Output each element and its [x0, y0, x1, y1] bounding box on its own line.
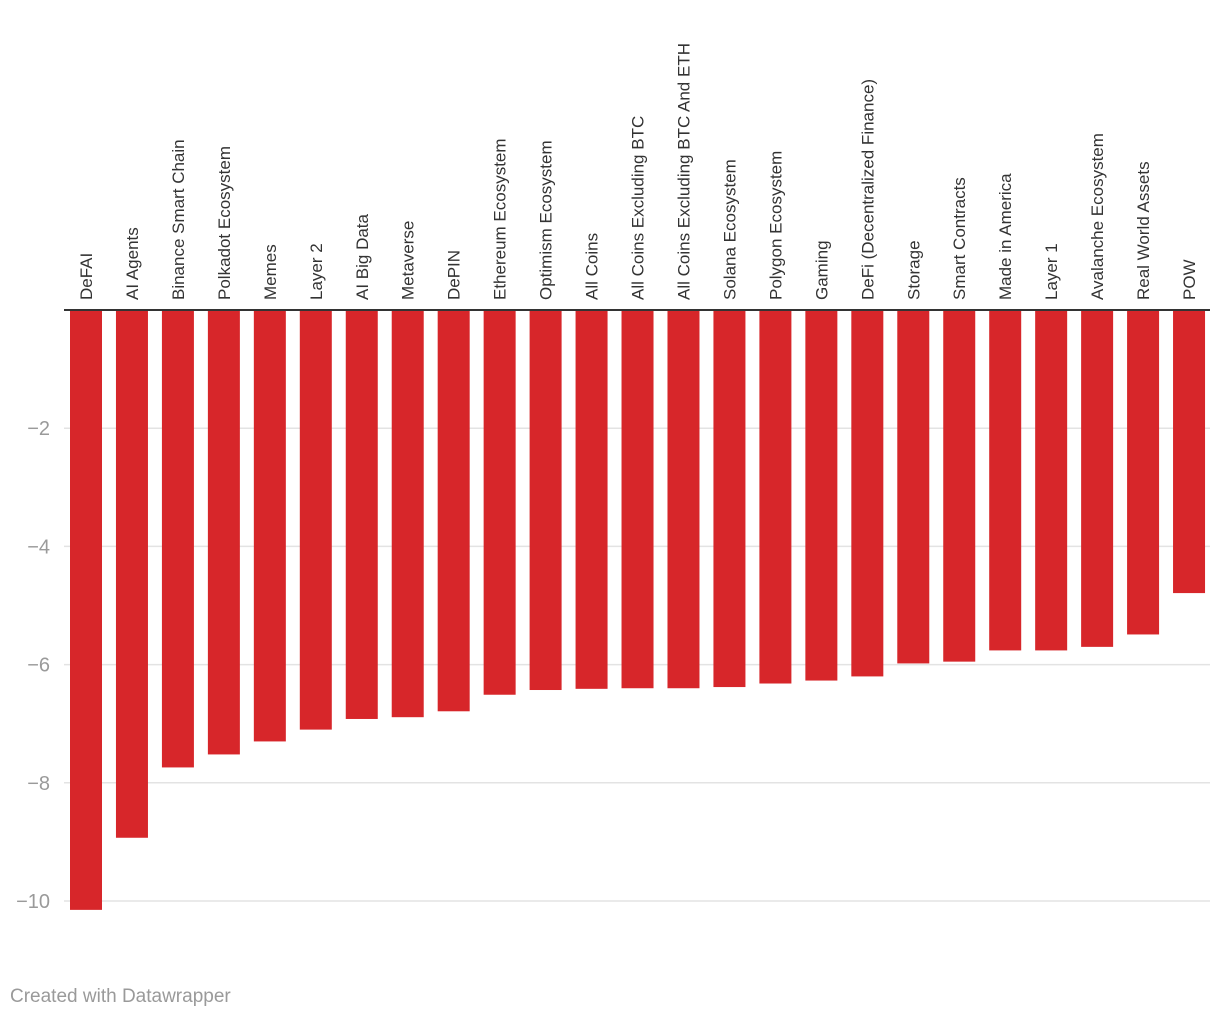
- bar: [667, 310, 700, 689]
- category-label: Polygon Ecosystem: [766, 151, 785, 300]
- category-label: All Coins Excluding BTC: [629, 116, 648, 300]
- y-tick-label: −10: [16, 891, 50, 913]
- category-label: All Coins Excluding BTC And ETH: [674, 43, 693, 300]
- category-labels: DeFAI AI Agents Binance Smart Chain Polkado…: [77, 43, 1199, 300]
- bar: [897, 310, 930, 664]
- category-label: Gaming: [812, 240, 831, 300]
- category-label: DeFi (Decentralized Finance): [858, 79, 877, 300]
- bar: [989, 310, 1022, 651]
- bars: [70, 310, 1206, 910]
- category-label: POW: [1180, 259, 1199, 300]
- y-axis-ticks: −2 −4 −6 −8 −10: [16, 418, 50, 913]
- bar: [1081, 310, 1114, 647]
- bar: [483, 310, 516, 695]
- bar: [437, 310, 470, 712]
- category-label: Layer 1: [1042, 243, 1061, 300]
- bar: [575, 310, 608, 689]
- category-label: Memes: [261, 244, 280, 300]
- bar: [621, 310, 654, 689]
- category-label: AI Agents: [123, 227, 142, 300]
- bar: [851, 310, 884, 677]
- category-label: Polkadot Ecosystem: [215, 146, 234, 300]
- bar: [759, 310, 792, 684]
- category-label: Binance Smart Chain: [169, 139, 188, 300]
- bar: [161, 310, 194, 768]
- bar: [943, 310, 976, 662]
- bar: [1127, 310, 1160, 635]
- category-label: Ethereum Ecosystem: [491, 138, 510, 300]
- category-label: All Coins: [583, 233, 602, 300]
- bar: [345, 310, 378, 719]
- bar: [253, 310, 286, 742]
- bar: [299, 310, 332, 730]
- category-label: DePIN: [445, 250, 464, 300]
- bar: [1035, 310, 1068, 651]
- y-tick-label: −4: [27, 536, 50, 558]
- bar: [1173, 310, 1206, 594]
- bar: [391, 310, 424, 718]
- category-label: DeFAI: [77, 253, 96, 300]
- category-label: Storage: [904, 240, 923, 300]
- category-label: Made in America: [996, 173, 1015, 300]
- bar: [529, 310, 562, 691]
- y-tick-label: −8: [27, 773, 50, 795]
- bar: [70, 310, 102, 910]
- category-label: Smart Contracts: [950, 177, 969, 300]
- bar: [805, 310, 838, 681]
- category-label: Metaverse: [399, 221, 418, 300]
- bar: [115, 310, 148, 838]
- y-tick-label: −2: [27, 418, 50, 440]
- category-label: AI Big Data: [353, 213, 372, 300]
- bar: [713, 310, 746, 688]
- category-label: Optimism Ecosystem: [537, 140, 556, 300]
- y-tick-label: −6: [27, 655, 50, 677]
- category-label: Solana Ecosystem: [720, 159, 739, 300]
- datawrapper-credit: Created with Datawrapper: [10, 986, 231, 1007]
- category-label: Real World Assets: [1134, 161, 1153, 300]
- category-label: Layer 2: [307, 243, 326, 300]
- bar: [207, 310, 240, 755]
- category-label: Avalanche Ecosystem: [1088, 133, 1107, 300]
